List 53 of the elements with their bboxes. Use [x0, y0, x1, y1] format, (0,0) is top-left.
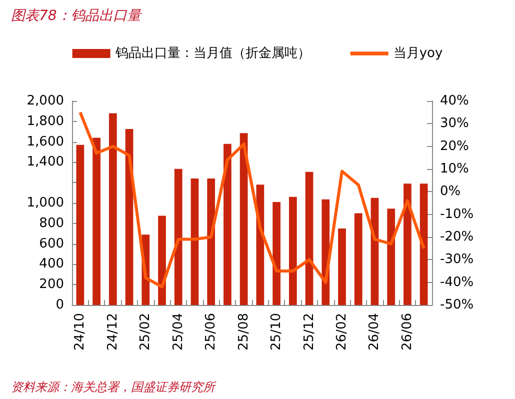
y-tick-label: 0	[56, 298, 64, 312]
bar	[272, 202, 280, 305]
x-tick-label: 26/04	[367, 313, 382, 350]
y2-tick-label: 40%	[440, 94, 469, 108]
y2-tick-label: 30%	[440, 116, 469, 132]
bar	[158, 216, 166, 305]
x-tick-label: 25/04	[170, 313, 186, 350]
y-tick-label: 200	[39, 277, 64, 292]
x-tick-label: 24/10	[72, 313, 88, 350]
y2-tick-label: -40%	[440, 274, 474, 290]
bar	[354, 213, 362, 305]
x-tick-label: 26/06	[400, 313, 415, 350]
bar	[76, 144, 84, 305]
y-tick-label: 1,800	[26, 114, 64, 129]
x-tick-label: 25/02	[138, 313, 154, 350]
bar	[224, 144, 232, 305]
y-tick-label: 1,400	[26, 154, 64, 170]
bar	[92, 138, 100, 305]
bar	[387, 208, 396, 305]
line-series	[78, 110, 426, 288]
y-tick-label: 600	[39, 236, 64, 252]
legend-label: 当月yoy	[393, 46, 443, 61]
y-tick-label: 1,600	[26, 134, 64, 150]
text: 资料来源：海关总署，国盛证券研究所	[11, 380, 217, 394]
x-tick-label: 25/08	[236, 313, 252, 350]
bar	[338, 228, 346, 305]
bar	[207, 178, 216, 305]
x-tick-label: 25/06	[204, 313, 219, 350]
y-tick-label: 2,000	[26, 94, 64, 108]
bar	[174, 168, 182, 305]
y2-tick-label: 20%	[440, 138, 469, 154]
bar	[108, 113, 117, 305]
bar	[420, 184, 428, 305]
y2-tick-label: -20%	[440, 230, 474, 244]
x-tick-label: 26/02	[334, 313, 350, 350]
legend-label: 钨品出口量：当月值（折金属吨）	[114, 46, 310, 61]
y-tick-label: 800	[39, 216, 64, 231]
bar	[288, 196, 297, 305]
y2-tick-label: 0%	[440, 184, 461, 200]
x-tick-label: 25/10	[269, 313, 284, 350]
y-tick-label: 400	[39, 256, 64, 272]
bar	[190, 178, 199, 305]
y2-tick-label: -10%	[440, 206, 474, 222]
x-tick-label: 25/12	[302, 313, 317, 350]
y2-tick-label: -50%	[440, 298, 474, 312]
x-tick-label: 24/12	[105, 313, 120, 350]
bar	[305, 172, 314, 305]
bar	[404, 184, 412, 305]
chart-title: 图表78：钨品出口量	[11, 8, 143, 24]
bar	[240, 133, 248, 305]
y2-tick-label: -30%	[440, 252, 474, 268]
y-tick-label: 1,000	[26, 196, 64, 210]
y2-tick-label: 10%	[440, 162, 469, 176]
